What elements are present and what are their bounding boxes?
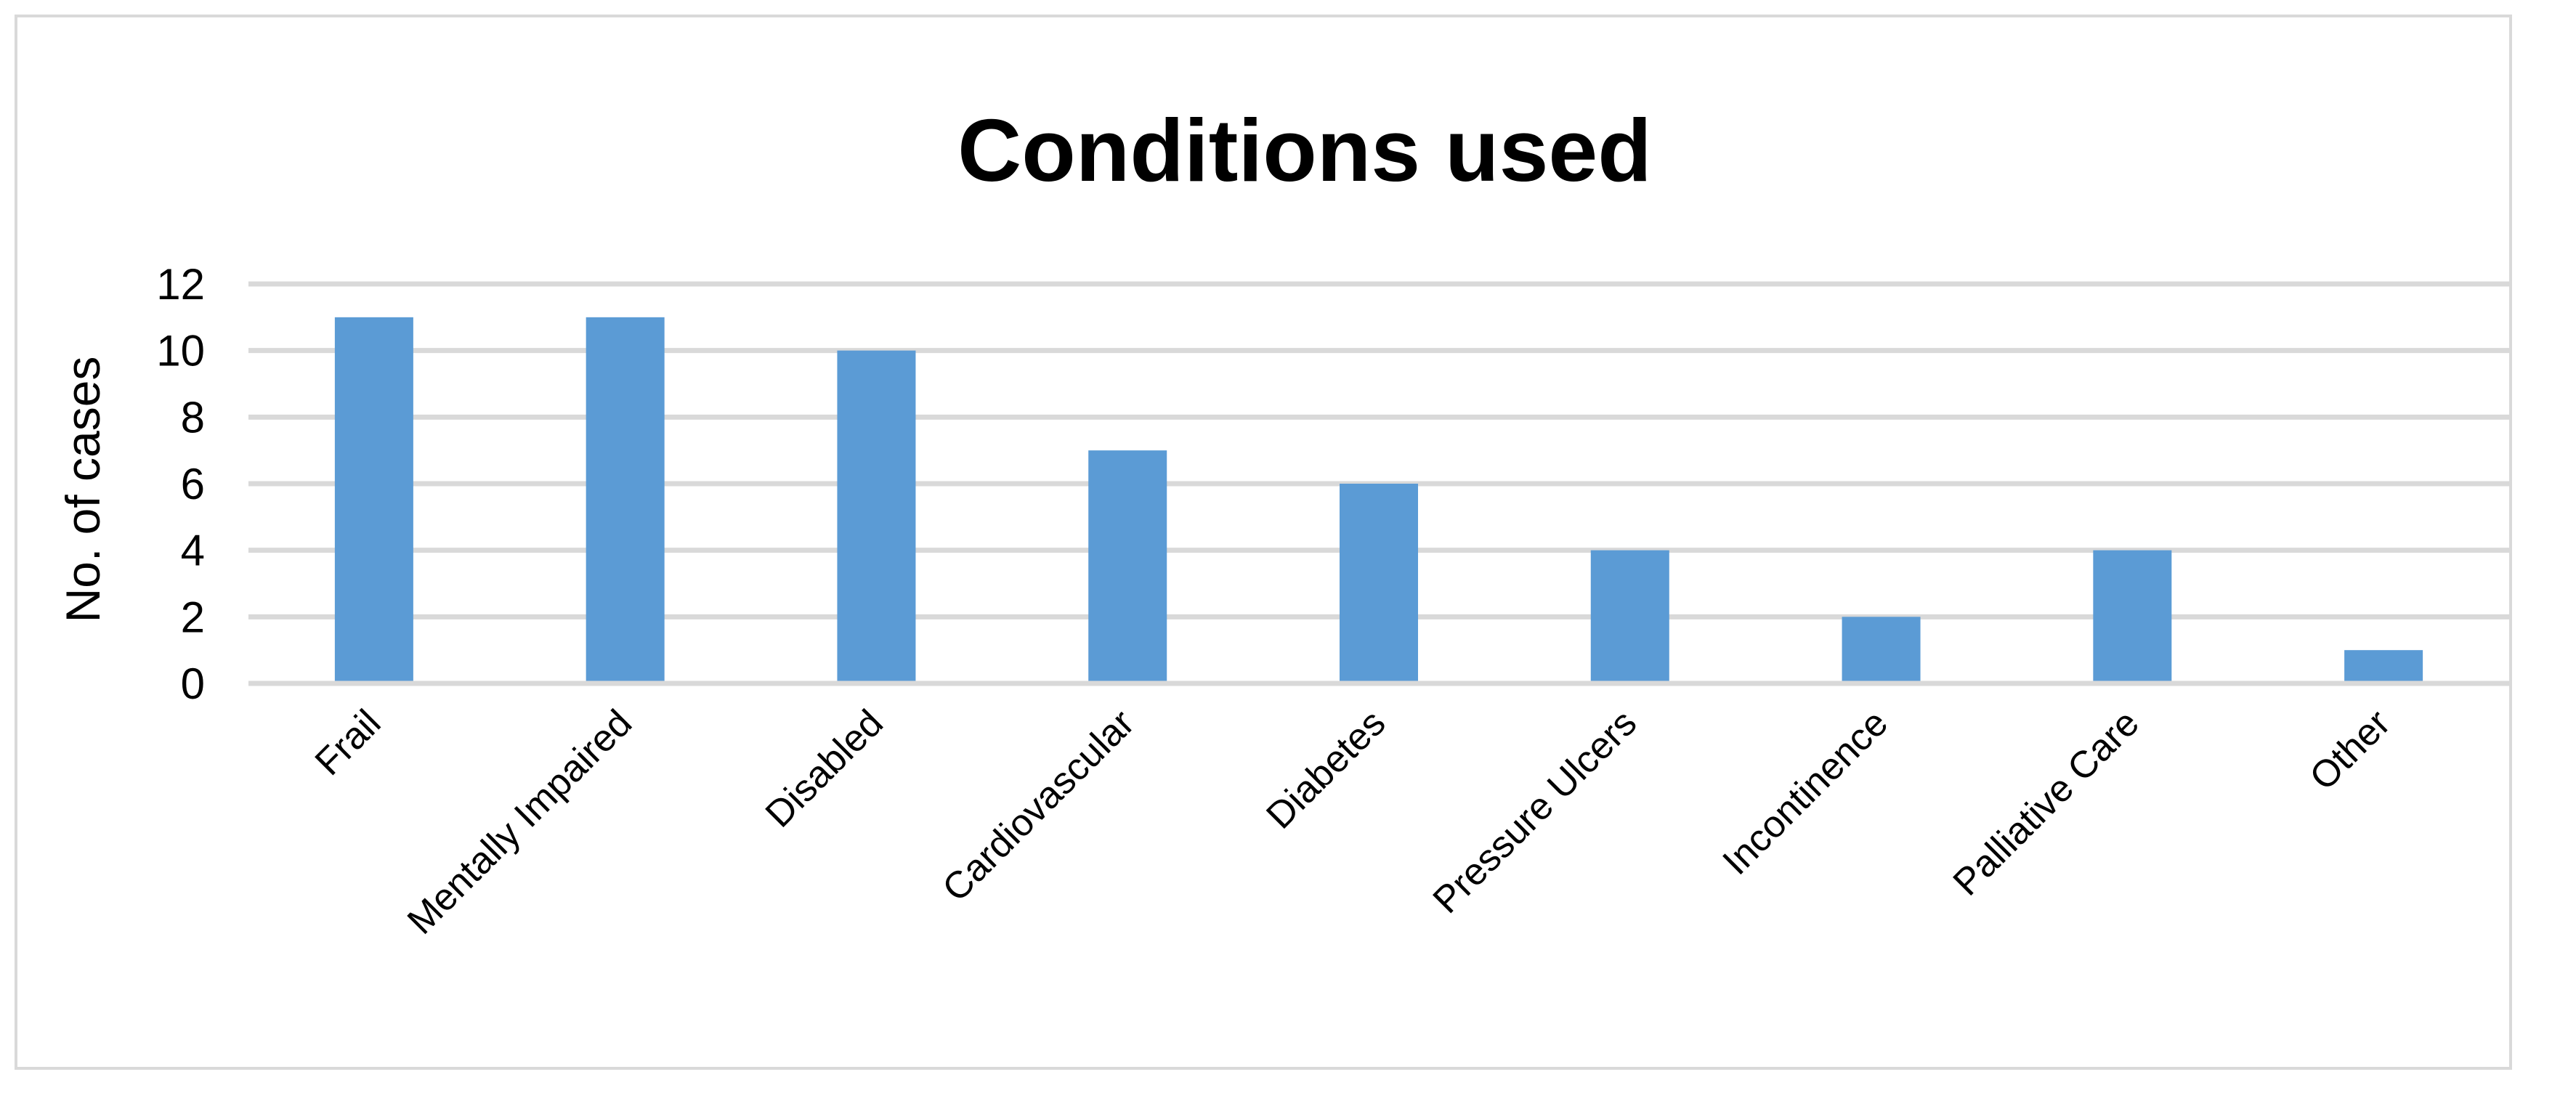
- y-axis-label: No. of cases: [56, 357, 110, 623]
- bars: [334, 317, 2423, 683]
- chart-frame: Conditions used No. of cases 0 2 4 6 8 10 12 F…: [15, 15, 2512, 1070]
- bar-cardiovascular: [1088, 450, 1167, 683]
- x-tick-label: Other: [2302, 702, 2399, 798]
- x-tick-label: Mentally Impaired: [400, 702, 640, 942]
- x-tick-labels: Frail Mentally Impaired Disabled Cardiovasc…: [307, 702, 2399, 942]
- bar-palliative-care: [2093, 550, 2172, 683]
- y-tick-label: 6: [181, 460, 205, 508]
- x-tick-label: Palliative Care: [1945, 702, 2147, 903]
- x-tick-label: Cardiovascular: [934, 702, 1142, 909]
- x-tick-label: Frail: [307, 702, 389, 784]
- bar-disabled: [837, 350, 916, 683]
- y-tick-label: 4: [181, 527, 205, 575]
- bar-other: [2344, 650, 2423, 683]
- chart-title: Conditions used: [957, 101, 1652, 200]
- y-tick-labels: 0 2 4 6 8 10 12: [156, 260, 205, 708]
- x-tick-label: Incontinence: [1715, 702, 1897, 883]
- bar-mentally-impaired: [586, 317, 665, 683]
- bar-diabetes: [1340, 484, 1418, 683]
- y-tick-label: 8: [181, 393, 205, 442]
- bar-frail: [334, 317, 413, 683]
- x-tick-label: Disabled: [758, 702, 891, 835]
- y-tick-label: 2: [181, 593, 205, 641]
- y-tick-label: 12: [156, 260, 205, 309]
- y-tick-label: 10: [156, 327, 205, 375]
- bar-pressure-ulcers: [1590, 550, 1669, 683]
- y-tick-label: 0: [181, 659, 205, 708]
- x-tick-label: Diabetes: [1258, 702, 1393, 837]
- bar-chart: Conditions used No. of cases 0 2 4 6 8 10 12 F…: [56, 101, 2509, 943]
- x-tick-label: Pressure Ulcers: [1425, 702, 1645, 922]
- bar-incontinence: [1842, 617, 1921, 683]
